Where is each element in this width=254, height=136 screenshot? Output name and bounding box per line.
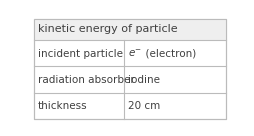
Text: radiation absorber: radiation absorber [38,75,135,85]
Text: kinetic energy of particle: kinetic energy of particle [38,24,178,34]
Text: iodine: iodine [128,75,160,85]
Bar [34,19,226,40]
Text: (electron): (electron) [139,49,196,59]
Text: incident particle: incident particle [38,49,123,59]
Text: $e^{-}$: $e^{-}$ [128,48,142,59]
Text: thickness: thickness [38,101,88,111]
Text: 20 cm: 20 cm [128,101,160,111]
